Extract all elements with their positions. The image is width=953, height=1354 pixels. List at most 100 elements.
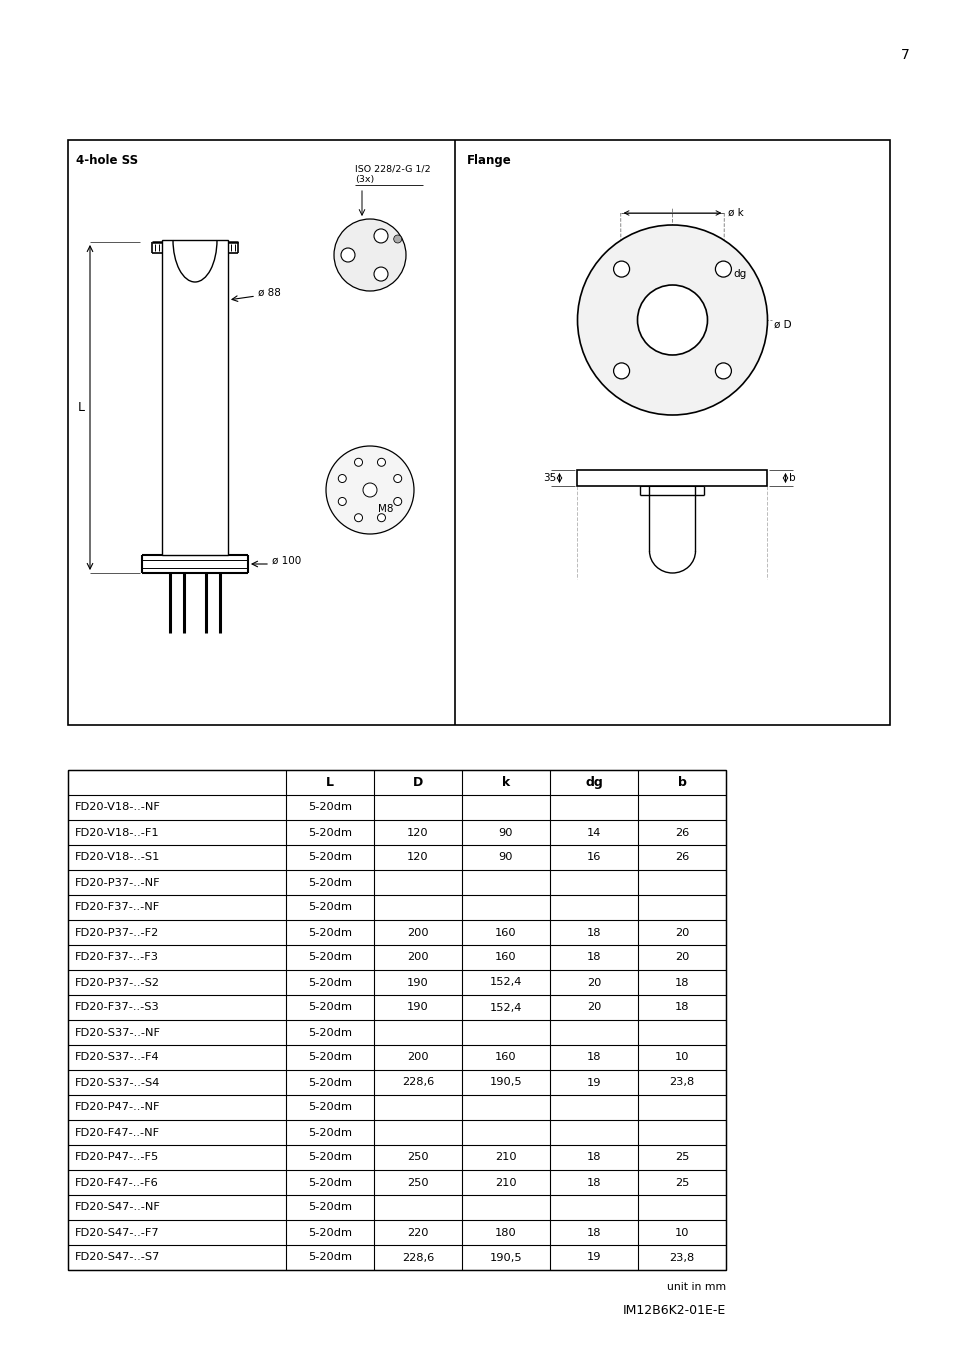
Text: FD20-P47-..-NF: FD20-P47-..-NF [75, 1102, 160, 1113]
Circle shape [355, 458, 362, 466]
Text: k: k [501, 776, 510, 789]
Text: FD20-V18-..-NF: FD20-V18-..-NF [75, 803, 161, 812]
Text: 19: 19 [586, 1078, 600, 1087]
Text: ø D: ø D [774, 320, 791, 330]
Text: 5-20dm: 5-20dm [308, 1202, 352, 1212]
Text: 5-20dm: 5-20dm [308, 877, 352, 887]
Circle shape [715, 261, 731, 278]
Text: 14: 14 [586, 827, 600, 838]
Text: dg: dg [584, 776, 602, 789]
Circle shape [326, 445, 414, 533]
Circle shape [394, 497, 401, 505]
Text: 5-20dm: 5-20dm [308, 803, 352, 812]
Text: IM12B6K2-01E-E: IM12B6K2-01E-E [622, 1304, 725, 1317]
Circle shape [637, 284, 707, 355]
Circle shape [374, 229, 388, 242]
Text: 190: 190 [407, 978, 429, 987]
Text: 5-20dm: 5-20dm [308, 1078, 352, 1087]
Circle shape [363, 483, 376, 497]
Text: 152,4: 152,4 [489, 1002, 521, 1013]
Text: 5-20dm: 5-20dm [308, 927, 352, 937]
Text: 18: 18 [674, 978, 688, 987]
Text: 90: 90 [498, 853, 513, 862]
Text: 5-20dm: 5-20dm [308, 1252, 352, 1262]
Text: FD20-P47-..-F5: FD20-P47-..-F5 [75, 1152, 159, 1163]
Text: FD20-V18-..-F1: FD20-V18-..-F1 [75, 827, 159, 838]
Text: 26: 26 [674, 827, 688, 838]
Text: 18: 18 [586, 1178, 600, 1187]
Text: FD20-S47-..-F7: FD20-S47-..-F7 [75, 1228, 159, 1238]
Text: 200: 200 [407, 927, 428, 937]
Text: FD20-V18-..-S1: FD20-V18-..-S1 [75, 853, 160, 862]
Text: 210: 210 [495, 1152, 517, 1163]
Text: 200: 200 [407, 1052, 428, 1063]
Text: 5-20dm: 5-20dm [308, 1052, 352, 1063]
Text: 20: 20 [586, 1002, 600, 1013]
Text: Flange: Flange [467, 154, 511, 167]
Text: 5-20dm: 5-20dm [308, 1178, 352, 1187]
Text: 19: 19 [586, 1252, 600, 1262]
Text: M8: M8 [377, 504, 393, 515]
Text: 220: 220 [407, 1228, 428, 1238]
Text: 7: 7 [901, 47, 909, 62]
Text: 20: 20 [674, 952, 688, 963]
Text: 190,5: 190,5 [489, 1078, 521, 1087]
Text: 25: 25 [674, 1178, 688, 1187]
Text: L: L [326, 776, 334, 789]
Text: 250: 250 [407, 1178, 428, 1187]
Text: FD20-F47-..-NF: FD20-F47-..-NF [75, 1128, 160, 1137]
Text: ø 88: ø 88 [257, 288, 280, 298]
Text: 228,6: 228,6 [401, 1078, 434, 1087]
Circle shape [338, 474, 346, 482]
Text: 18: 18 [586, 952, 600, 963]
Text: b: b [677, 776, 686, 789]
Text: 5-20dm: 5-20dm [308, 1102, 352, 1113]
Text: 190: 190 [407, 1002, 429, 1013]
Text: 5-20dm: 5-20dm [308, 1028, 352, 1037]
Text: FD20-S37-..-F4: FD20-S37-..-F4 [75, 1052, 159, 1063]
Text: 26: 26 [674, 853, 688, 862]
Text: 18: 18 [586, 1228, 600, 1238]
Text: 5-20dm: 5-20dm [308, 952, 352, 963]
Text: 25: 25 [674, 1152, 688, 1163]
Text: 5-20dm: 5-20dm [308, 978, 352, 987]
Text: 120: 120 [407, 827, 428, 838]
Text: 5-20dm: 5-20dm [308, 1228, 352, 1238]
Text: 200: 200 [407, 952, 428, 963]
Text: 4-hole SS: 4-hole SS [76, 154, 138, 167]
Text: 23,8: 23,8 [669, 1252, 694, 1262]
Circle shape [715, 363, 731, 379]
Text: FD20-F37-..-S3: FD20-F37-..-S3 [75, 1002, 159, 1013]
Polygon shape [162, 240, 228, 555]
Text: 18: 18 [586, 1152, 600, 1163]
Circle shape [613, 363, 629, 379]
Polygon shape [577, 470, 767, 486]
Circle shape [577, 225, 767, 414]
Text: FD20-F37-..-NF: FD20-F37-..-NF [75, 903, 160, 913]
Text: 5-20dm: 5-20dm [308, 853, 352, 862]
Text: 10: 10 [674, 1228, 688, 1238]
Circle shape [374, 267, 388, 282]
Circle shape [334, 219, 406, 291]
Text: 18: 18 [586, 1052, 600, 1063]
Text: b: b [789, 473, 796, 483]
Text: 5-20dm: 5-20dm [308, 1152, 352, 1163]
Text: ISO 228/2-G 1/2
(3x): ISO 228/2-G 1/2 (3x) [355, 165, 430, 184]
Text: 160: 160 [495, 927, 517, 937]
Text: 250: 250 [407, 1152, 428, 1163]
Text: 16: 16 [586, 853, 600, 862]
Circle shape [338, 497, 346, 505]
Text: 20: 20 [674, 927, 688, 937]
Circle shape [394, 474, 401, 482]
Text: 160: 160 [495, 952, 517, 963]
Text: 5-20dm: 5-20dm [308, 827, 352, 838]
Text: FD20-F47-..-F6: FD20-F47-..-F6 [75, 1178, 158, 1187]
Text: 152,4: 152,4 [489, 978, 521, 987]
Text: FD20-P37-..-F2: FD20-P37-..-F2 [75, 927, 159, 937]
Text: 160: 160 [495, 1052, 517, 1063]
Text: 210: 210 [495, 1178, 517, 1187]
Text: D: D [413, 776, 423, 789]
Text: 35: 35 [542, 473, 556, 483]
Text: FD20-S47-..-S7: FD20-S47-..-S7 [75, 1252, 160, 1262]
Text: ø k: ø k [727, 209, 743, 218]
